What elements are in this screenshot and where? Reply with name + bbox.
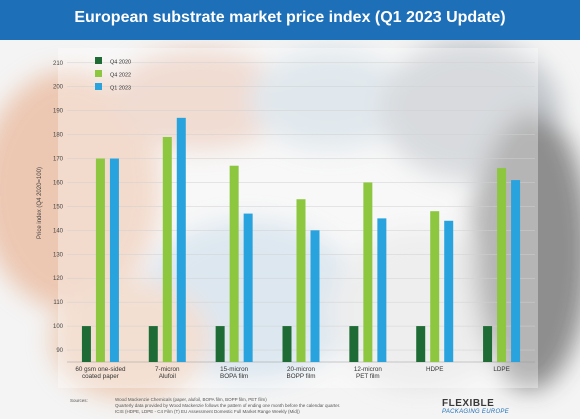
bar (81, 326, 91, 362)
x-tick-label: 12-micron (354, 366, 382, 373)
sources-label: Sources: (70, 398, 88, 403)
y-tick-label: 110 (53, 300, 63, 306)
bar-chart: 90 100 110 120 130 140 150 160 170 180 190 200 210 6… (37, 57, 535, 380)
legend-label: Q1 2023 (110, 86, 131, 92)
y-tick-label: 190 (53, 109, 64, 115)
bar (363, 182, 373, 362)
legend-swatch (95, 83, 102, 90)
bar (243, 213, 253, 362)
bar (95, 158, 105, 362)
source-line-3: ICIS (HDPE, LDPE - C4 Film (T) EU Assess… (115, 409, 300, 414)
y-tick-label: 200 (53, 85, 64, 91)
bar (162, 136, 172, 362)
source-line-2: Quarterly data provided by Wood Mackenzi… (115, 403, 341, 408)
y-axis-label: Price index (Q4 2020=100) (37, 167, 43, 239)
legend: Q4 2020 Q4 2022 Q1 2023 (95, 57, 131, 92)
y-axis-ticks: 90 100 110 120 130 140 150 160 170 180 190 200 210 (53, 61, 64, 354)
bar (483, 326, 493, 362)
bar (377, 218, 387, 362)
bar (310, 230, 320, 362)
bar (430, 211, 440, 362)
x-tick-label: BOPP film (287, 373, 316, 380)
bar (109, 158, 119, 362)
x-tick-label: 15-micron (220, 366, 248, 373)
x-tick-label: PET film (356, 373, 380, 380)
logo-subtitle: PACKAGING EUROPE (442, 409, 510, 415)
y-tick-label: 210 (53, 61, 64, 67)
bar (176, 117, 186, 362)
x-tick-label: LDPE (493, 366, 509, 373)
title-banner (0, 0, 580, 40)
bar (148, 326, 158, 362)
y-tick-label: 130 (53, 252, 64, 258)
x-tick-label: coated paper (82, 373, 119, 380)
bar (296, 199, 306, 362)
y-tick-label: 140 (53, 228, 64, 234)
x-tick-label: BOPA film (220, 373, 248, 380)
chart-title: European substrate market price index (Q… (74, 9, 506, 26)
y-tick-label: 120 (53, 276, 64, 282)
x-tick-label: HDPE (426, 366, 444, 373)
source-line-1: Wood Mackenzie Chemicals (paper, alufoil… (115, 397, 267, 402)
bar (416, 326, 426, 362)
bar (282, 326, 292, 362)
x-tick-label: 7-micron (155, 366, 180, 373)
bar (349, 326, 359, 362)
bar (444, 220, 454, 362)
bar (229, 165, 239, 362)
legend-label: Q4 2022 (110, 73, 131, 79)
x-tick-label: Alufoil (159, 373, 176, 380)
logo-wordmark: FLEXIBLE (442, 398, 495, 409)
legend-swatch (95, 57, 102, 64)
y-tick-label: 180 (53, 133, 64, 139)
bar (497, 168, 507, 362)
y-tick-label: 160 (53, 180, 64, 186)
y-tick-label: 90 (56, 348, 63, 354)
x-tick-label: 20-micron (287, 366, 315, 373)
y-tick-label: 170 (53, 157, 64, 163)
legend-label: Q4 2020 (110, 60, 131, 66)
bar (215, 326, 225, 362)
legend-swatch (95, 70, 102, 77)
x-tick-label: 60 gsm one-sided (75, 366, 126, 373)
y-tick-label: 150 (53, 204, 64, 210)
bar (511, 180, 521, 362)
y-tick-label: 100 (53, 324, 64, 330)
flexible-packaging-europe-logo: FLEXIBLE PACKAGING EUROPE (442, 398, 552, 415)
bars (81, 117, 521, 362)
